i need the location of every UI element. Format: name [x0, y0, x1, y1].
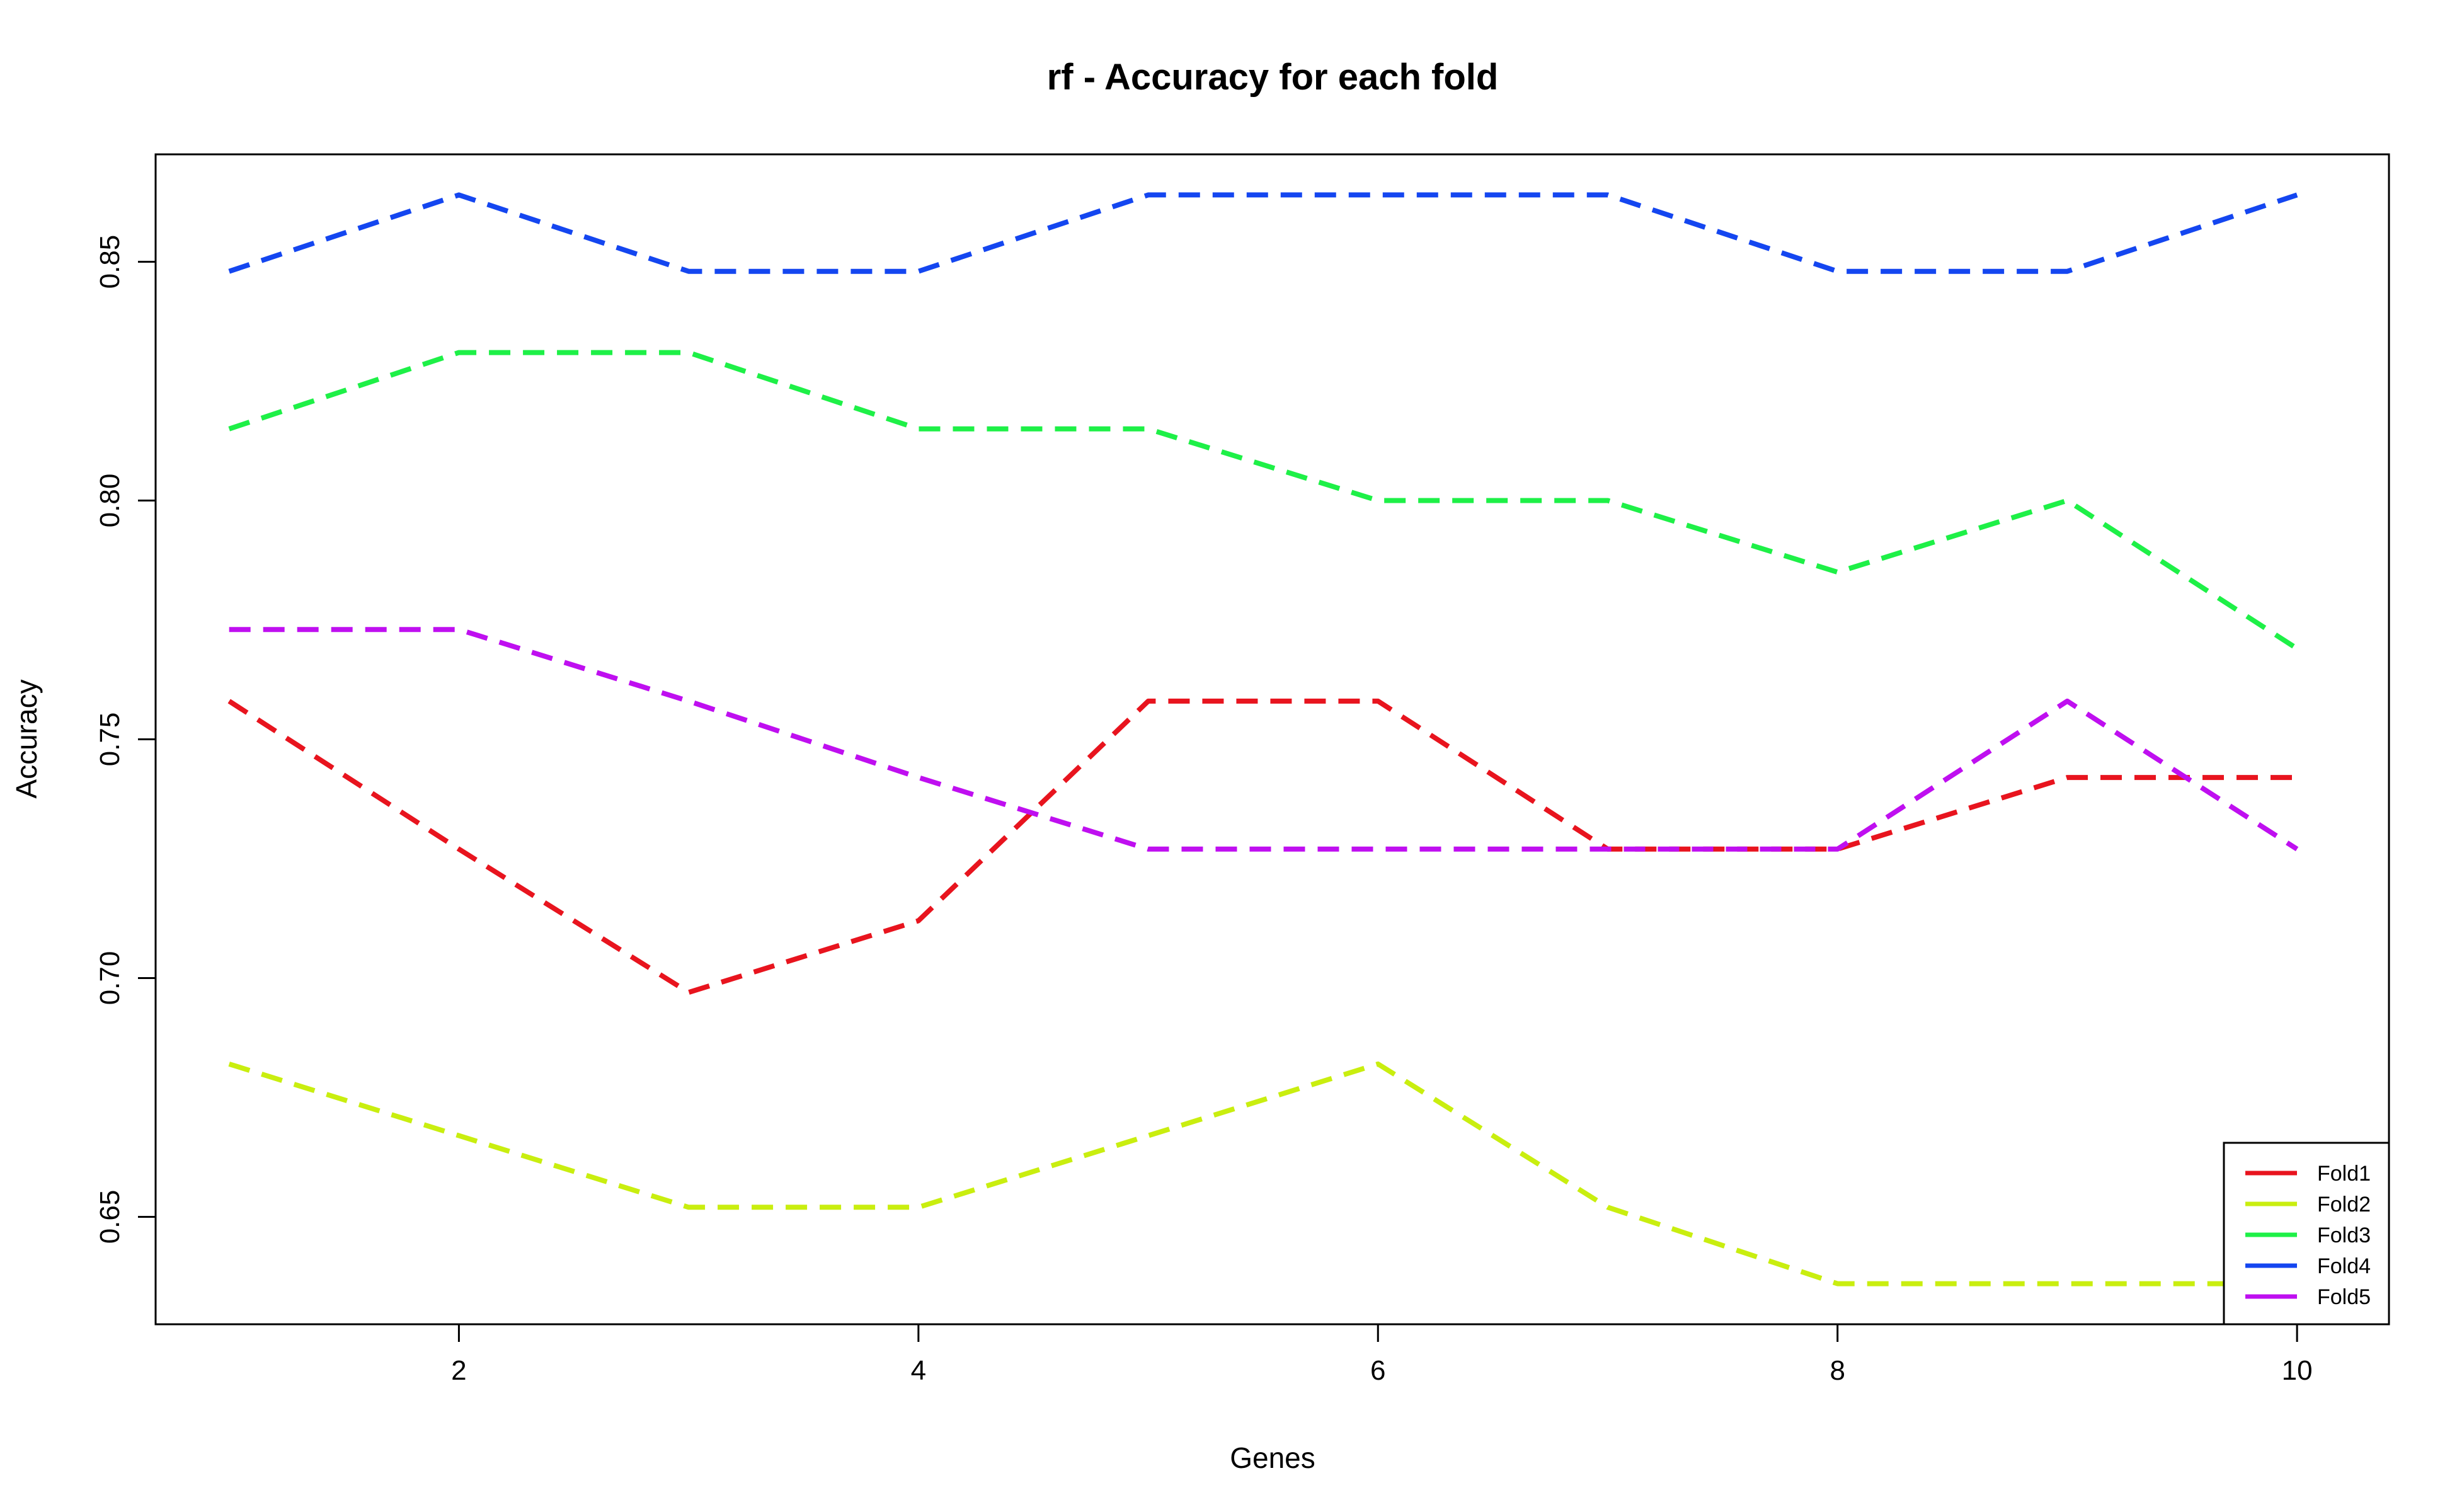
- series-line-fold5: [229, 627, 2299, 852]
- series-line-fold4: [228, 192, 2298, 274]
- legend-label-fold3: Fold3: [2317, 1223, 2371, 1247]
- legend-label-fold4: Fold4: [2317, 1254, 2371, 1278]
- y-tick-label: 0.75: [94, 713, 125, 767]
- plot-frame: [154, 153, 2390, 1326]
- x-tick-label: 4: [911, 1355, 926, 1386]
- x-tick-label: 6: [1370, 1355, 1385, 1386]
- series-lines: [227, 192, 2299, 1286]
- legend-label-fold5: Fold5: [2317, 1285, 2371, 1309]
- y-tick-label: 0.65: [94, 1190, 125, 1244]
- legend: Fold1 Fold2 Fold3 Fold4 Fold5: [2223, 1142, 2390, 1326]
- chart-title: rf - Accuracy for each fold: [1047, 57, 1499, 98]
- x-tick-label: 8: [1830, 1355, 1845, 1386]
- series-line-fold3: [228, 350, 2299, 651]
- legend-label-fold2: Fold2: [2317, 1193, 2371, 1217]
- x-tick-label: 10: [2282, 1355, 2313, 1386]
- x-axis: 2 4 6 8 10: [451, 1324, 2313, 1386]
- x-tick-label: 2: [451, 1355, 466, 1386]
- y-tick-label: 0.70: [94, 951, 125, 1005]
- y-tick-label: 0.80: [94, 474, 125, 528]
- y-axis-label: Accuracy: [10, 679, 43, 798]
- x-axis-label: Genes: [1230, 1441, 1315, 1474]
- series-line-fold2: [228, 1061, 2298, 1286]
- y-tick-label: 0.85: [94, 235, 125, 289]
- series-line-fold1: [227, 698, 2298, 995]
- y-axis: 0.65 0.70 0.75 0.80 0.85: [94, 235, 156, 1244]
- legend-label-fold1: Fold1: [2317, 1162, 2371, 1186]
